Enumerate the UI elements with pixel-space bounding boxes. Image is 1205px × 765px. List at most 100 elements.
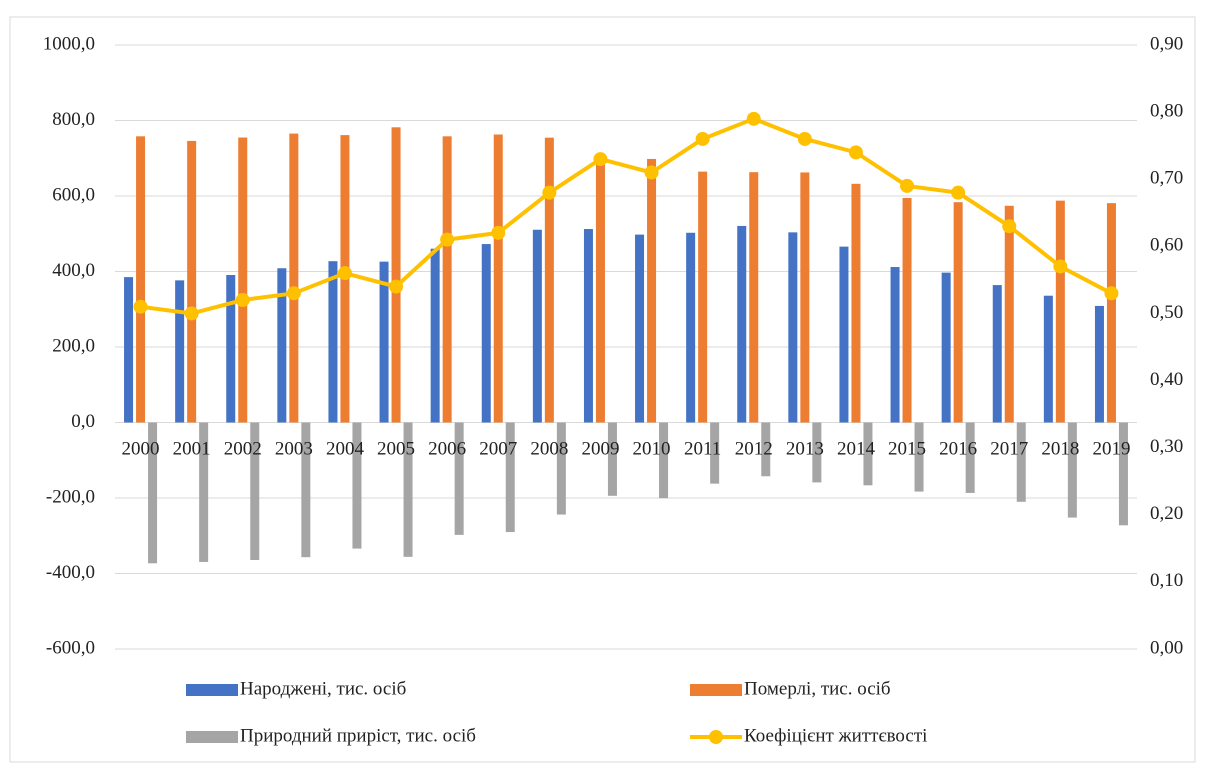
y2-tick-label: 0,80 — [1150, 100, 1183, 121]
marker — [133, 299, 148, 314]
legend-label: Померлі, тис. осіб — [744, 678, 891, 699]
bar — [607, 422, 617, 496]
x-tick-label: 2010 — [633, 438, 671, 459]
y2-tick-label: 0,10 — [1150, 570, 1183, 591]
marker — [542, 185, 557, 200]
bar — [532, 229, 542, 423]
bar — [505, 422, 515, 533]
bar — [941, 272, 951, 423]
x-tick-label: 2016 — [939, 438, 977, 459]
marker — [593, 152, 608, 167]
bar — [1004, 205, 1014, 423]
x-tick-label: 2008 — [530, 438, 568, 459]
marker — [797, 131, 812, 146]
bar — [710, 422, 720, 484]
bar — [250, 422, 260, 560]
x-tick-label: 2006 — [428, 438, 466, 459]
y2-tick-label: 0,70 — [1150, 168, 1183, 189]
marker — [695, 131, 710, 146]
y-tick-label: 800,0 — [52, 109, 95, 130]
bar — [659, 422, 669, 499]
y-tick-label: -200,0 — [46, 486, 95, 507]
bar — [737, 225, 747, 423]
bar — [1067, 422, 1077, 518]
bar — [1106, 203, 1116, 423]
marker — [746, 111, 761, 126]
y-tick-label: 400,0 — [52, 260, 95, 281]
bar — [953, 202, 963, 423]
x-tick-label: 2018 — [1041, 438, 1079, 459]
line — [140, 116, 1113, 316]
legend-label: Коефіцієнт життєвості — [744, 725, 927, 746]
bar — [595, 155, 605, 423]
bar — [430, 248, 440, 423]
bar — [890, 267, 900, 423]
bar — [403, 422, 413, 557]
bar — [352, 422, 362, 549]
y2-tick-label: 0,50 — [1150, 302, 1183, 323]
x-tick-label: 2002 — [224, 438, 262, 459]
marker — [184, 306, 199, 321]
x-tick-label: 2012 — [735, 438, 773, 459]
bar — [136, 136, 146, 423]
marker — [951, 185, 966, 200]
bar — [391, 127, 401, 423]
marker — [644, 165, 659, 180]
y2-tick-label: 0,90 — [1150, 33, 1183, 54]
bar — [839, 246, 849, 423]
bar — [761, 422, 771, 477]
marker — [1002, 219, 1017, 234]
bar — [635, 234, 645, 423]
marker — [491, 225, 506, 240]
y-tick-label: 200,0 — [52, 335, 95, 356]
legend-label: Природний приріст, тис. осіб — [240, 725, 476, 746]
bar — [1118, 422, 1128, 526]
x-tick-label: 2003 — [275, 438, 313, 459]
bar — [124, 277, 134, 423]
bar — [583, 229, 593, 423]
x-tick-label: 2001 — [173, 438, 211, 459]
bar — [914, 422, 924, 492]
bar — [1094, 305, 1104, 423]
bar — [1016, 422, 1026, 502]
x-tick-label: 2013 — [786, 438, 824, 459]
bar — [481, 244, 491, 423]
y2-tick-label: 0,20 — [1150, 503, 1183, 524]
marker — [440, 232, 455, 247]
x-tick-label: 2015 — [888, 438, 926, 459]
bar — [187, 140, 197, 423]
bar — [851, 183, 861, 423]
bar — [647, 158, 657, 423]
bar — [1043, 295, 1053, 423]
y-tick-label: -600,0 — [46, 637, 95, 658]
marker — [337, 266, 352, 281]
y2-tick-label: 0,40 — [1150, 369, 1183, 390]
marker — [900, 178, 915, 193]
bar — [556, 422, 566, 515]
bar — [238, 137, 248, 423]
x-tick-label: 2017 — [990, 438, 1028, 459]
bar — [442, 136, 452, 423]
bar — [698, 171, 708, 423]
bar — [199, 422, 209, 562]
legend-swatch — [186, 684, 238, 696]
x-tick-label: 2004 — [326, 438, 365, 459]
x-tick-label: 2014 — [837, 438, 876, 459]
marker — [1104, 286, 1119, 301]
legend-swatch — [186, 731, 238, 743]
bar — [328, 261, 338, 423]
bar — [812, 422, 822, 483]
marker — [286, 286, 301, 301]
bar — [454, 422, 464, 535]
legend-label: Народжені, тис. осіб — [240, 678, 406, 699]
y-tick-label: 0,0 — [71, 411, 95, 432]
legend-swatch — [690, 684, 742, 696]
bar — [749, 172, 759, 423]
x-tick-label: 2019 — [1092, 438, 1130, 459]
marker — [1053, 259, 1068, 274]
marker — [848, 145, 863, 160]
x-tick-label: 2009 — [581, 438, 619, 459]
marker — [389, 279, 404, 294]
bar — [965, 422, 975, 493]
bar — [226, 275, 236, 423]
